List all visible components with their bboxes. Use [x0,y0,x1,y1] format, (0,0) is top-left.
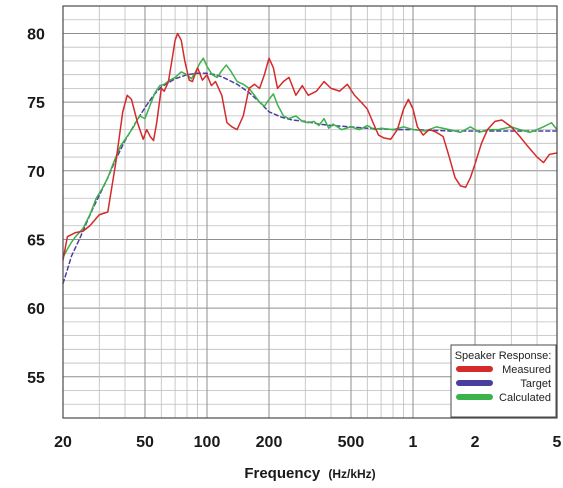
x-axis-label-text: Frequency [244,465,321,482]
y-axis-ticks: 55 60 65 70 75 80 [27,26,45,386]
y-tick-label: 70 [27,164,45,181]
y-tick-label: 80 [27,26,45,43]
x-axis-ticks: 20 50 100 200 500 1 2 5 [54,434,561,451]
y-tick-label: 60 [27,301,45,318]
x-tick-label: 5 [553,434,562,451]
x-tick-label: 1 [409,434,418,451]
legend-title: Speaker Response: [455,350,552,362]
y-tick-label: 65 [27,232,45,249]
x-tick-label: 20 [54,434,72,451]
series-layer [62,32,558,285]
x-tick-label: 2 [471,434,480,451]
series-line-measured [62,32,558,261]
legend-label-calculated: Calculated [499,392,551,404]
y-tick-label: 75 [27,95,45,112]
x-axis-label-unit: (Hz/kHz) [328,467,375,481]
legend-label-target: Target [520,378,551,390]
x-tick-label: 500 [338,434,365,451]
x-tick-label: 50 [136,434,154,451]
grid [63,6,557,418]
x-axis-label: Frequency (Hz/kHz) [244,465,375,482]
legend: Speaker Response: Measured Target Calculat… [450,344,557,418]
x-tick-label: 200 [256,434,283,451]
x-tick-label: 100 [194,434,221,451]
y-tick-label: 55 [27,370,45,387]
legend-items: Measured Target Calculated [456,364,551,404]
plot-frame [62,5,558,419]
legend-label-measured: Measured [502,364,551,376]
